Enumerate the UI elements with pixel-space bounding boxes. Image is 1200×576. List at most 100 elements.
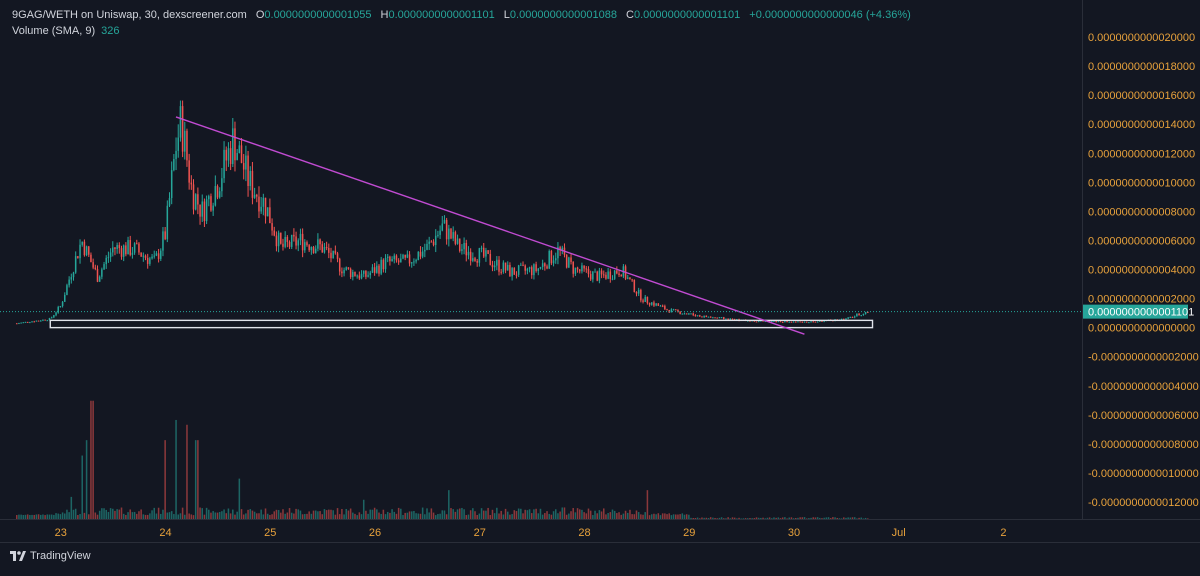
- volume-bar: [727, 517, 729, 519]
- candle-body: [138, 243, 140, 253]
- volume-bar: [629, 509, 631, 519]
- volume-bar: [419, 513, 422, 519]
- volume-bar: [164, 440, 166, 519]
- candle-body: [450, 228, 452, 239]
- volume-bar: [354, 513, 356, 519]
- candle-body: [731, 318, 734, 320]
- volume-bar: [26, 514, 29, 519]
- candle-body: [664, 306, 666, 310]
- candle-body: [419, 251, 422, 257]
- volume-bar: [797, 517, 799, 519]
- candle-body: [365, 270, 367, 277]
- candle-body: [42, 319, 44, 321]
- volume-bar: [480, 508, 483, 519]
- volume-label[interactable]: Volume (SMA, 9): [12, 25, 96, 37]
- volume-bar: [50, 514, 53, 519]
- volume-bar: [496, 507, 498, 519]
- candle-body: [376, 265, 378, 273]
- candle-body: [631, 279, 633, 281]
- candle-body: [391, 259, 393, 262]
- candle-body: [557, 247, 559, 259]
- candle-body: [90, 254, 92, 263]
- candle-body: [122, 245, 125, 257]
- candle-body: [757, 321, 760, 323]
- candle-body: [393, 255, 396, 260]
- candle-body: [458, 238, 461, 251]
- volume-bar: [709, 517, 712, 519]
- volume-bar: [801, 517, 804, 519]
- volume-bar: [592, 515, 594, 519]
- volume-bar: [218, 511, 221, 519]
- candle-body: [334, 250, 337, 254]
- volume-bar: [504, 508, 507, 519]
- volume-bar: [626, 512, 629, 519]
- volume-bar: [605, 514, 607, 519]
- candle-body: [253, 194, 256, 198]
- volume-bar: [31, 514, 33, 519]
- candle-body: [188, 160, 190, 183]
- volume-bar: [319, 511, 321, 519]
- volume-bar: [788, 517, 791, 519]
- volume-bar: [703, 517, 705, 519]
- candle-body: [823, 320, 825, 322]
- candle-body: [221, 178, 223, 192]
- candle-body: [323, 247, 326, 253]
- volume-bar: [166, 512, 169, 519]
- candle-body: [64, 294, 66, 302]
- candle-body: [20, 322, 22, 324]
- volume-bar: [771, 518, 773, 519]
- volume-bar: [552, 511, 555, 519]
- volume-bar: [170, 511, 173, 519]
- volume-bar: [467, 514, 470, 519]
- candle-body: [867, 312, 869, 314]
- volume-bar: [138, 511, 140, 519]
- candle-body: [703, 315, 705, 318]
- candle-body: [598, 270, 601, 281]
- volume-bar: [847, 517, 849, 519]
- volume-bar: [454, 511, 457, 519]
- volume-bar: [88, 514, 90, 519]
- candle-body: [256, 194, 258, 197]
- volume-bar: [517, 508, 520, 519]
- volume-bar: [633, 514, 636, 519]
- candle-body: [146, 257, 149, 264]
- candle-body: [282, 243, 284, 247]
- volume-bar: [53, 514, 55, 519]
- candle-body: [589, 274, 592, 280]
- candle-body: [417, 251, 420, 261]
- candle-body: [816, 321, 819, 323]
- volume-bar: [389, 512, 391, 519]
- tradingview-logo[interactable]: TradingView: [10, 550, 91, 562]
- volume-bar: [144, 514, 147, 519]
- volume-bar: [723, 518, 725, 519]
- volume-bar: [190, 514, 193, 519]
- volume-bar: [768, 517, 771, 519]
- volume-bar: [149, 513, 151, 519]
- volume-bar: [98, 510, 101, 519]
- candle-body: [94, 267, 97, 270]
- volume-bar: [221, 511, 223, 519]
- volume-bar: [400, 508, 402, 519]
- candle-body: [29, 322, 31, 324]
- candle-body: [367, 275, 369, 277]
- candle-body: [349, 268, 352, 278]
- candle-body: [120, 248, 123, 257]
- volume-bar: [328, 509, 330, 519]
- close-value: 0.0000000000001101: [633, 9, 741, 21]
- candle-body: [251, 170, 254, 198]
- candle-body: [701, 316, 703, 318]
- candle-body: [812, 321, 815, 323]
- symbol-label[interactable]: 9GAG/WETH on Uniswap, 30, dexscreener.co…: [12, 9, 247, 21]
- volume-bar: [681, 513, 684, 519]
- candle-body: [777, 321, 780, 323]
- volume-bar: [312, 510, 315, 519]
- volume-bar: [762, 517, 764, 519]
- price-tick-label: 0.0000000000012000: [1088, 148, 1195, 160]
- candle-body: [517, 265, 520, 275]
- volume-bar: [162, 509, 164, 519]
- candle-body: [685, 313, 688, 315]
- high-key: H: [380, 9, 389, 21]
- volume-bar: [805, 518, 808, 519]
